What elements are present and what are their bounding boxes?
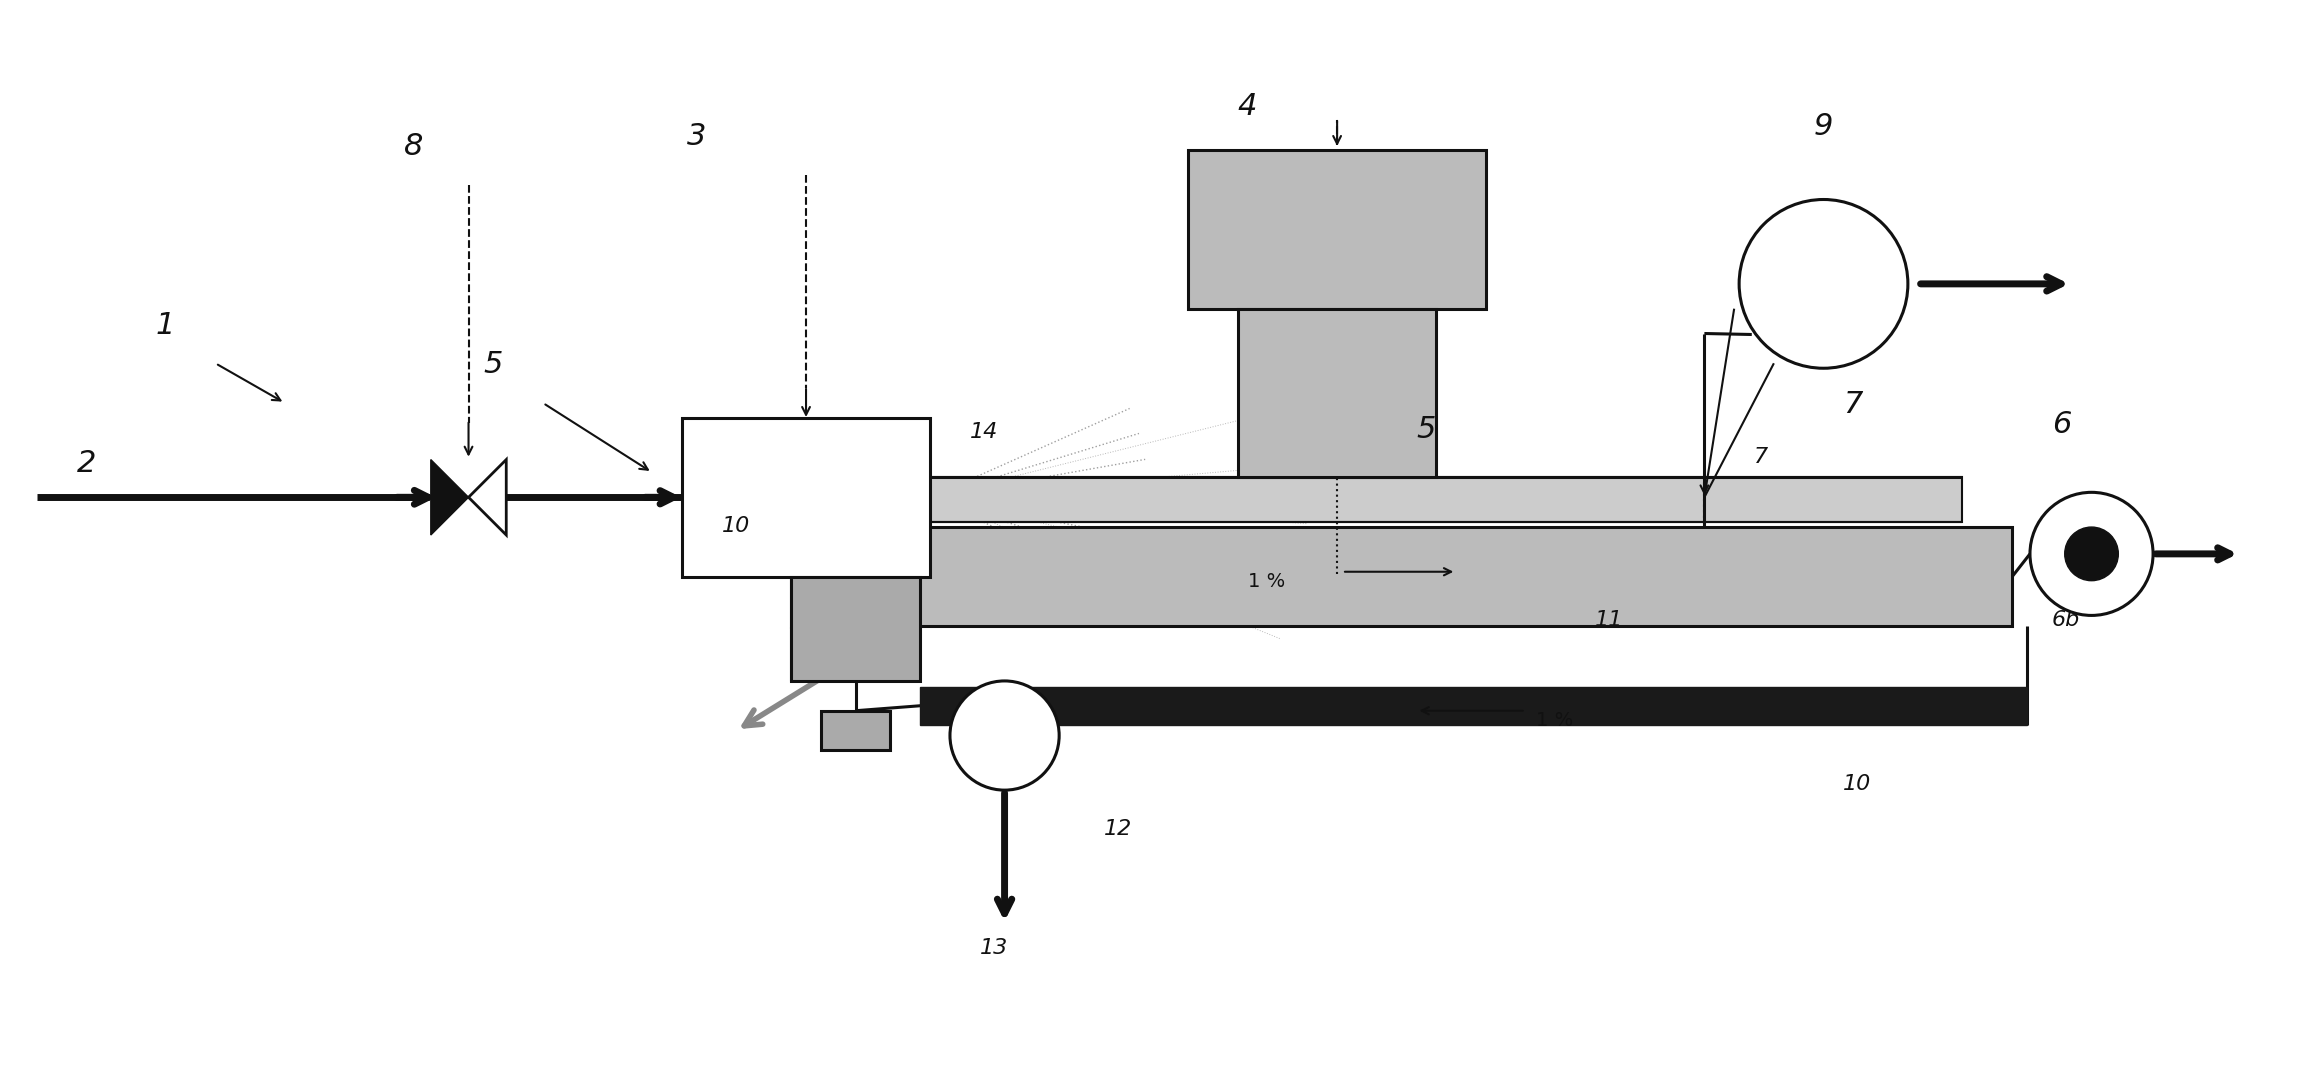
- Text: 5: 5: [482, 350, 503, 379]
- Text: 1 %: 1 %: [1537, 711, 1573, 729]
- Text: 6: 6: [2051, 410, 2072, 439]
- Bar: [921, 687, 2026, 725]
- Text: 8: 8: [404, 132, 423, 161]
- Text: 1 %: 1 %: [1247, 571, 1284, 591]
- Circle shape: [1739, 200, 1909, 368]
- Text: 13: 13: [981, 938, 1008, 958]
- Circle shape: [951, 681, 1059, 790]
- Text: 3: 3: [687, 122, 705, 151]
- Circle shape: [2031, 492, 2152, 615]
- Text: 1: 1: [156, 310, 175, 339]
- Text: 5: 5: [1417, 415, 1436, 444]
- Text: 4: 4: [1238, 92, 1256, 121]
- Bar: [790, 577, 921, 681]
- Bar: [930, 478, 1962, 522]
- Text: 6b: 6b: [2051, 610, 2081, 630]
- Text: 11: 11: [1594, 610, 1624, 630]
- Bar: [820, 711, 891, 751]
- Text: 2: 2: [76, 450, 96, 479]
- Text: 7: 7: [1844, 390, 1863, 419]
- Circle shape: [2065, 527, 2118, 581]
- Text: 14: 14: [969, 422, 999, 441]
- Text: 12: 12: [1105, 818, 1132, 839]
- Bar: [1188, 150, 1486, 308]
- Text: 9: 9: [1815, 112, 1833, 141]
- Text: 10: 10: [721, 516, 749, 536]
- Polygon shape: [432, 460, 469, 535]
- Polygon shape: [469, 460, 505, 535]
- Text: 10: 10: [1844, 774, 1872, 794]
- Bar: [1238, 308, 1436, 478]
- Bar: [682, 418, 930, 577]
- Text: 7: 7: [1755, 447, 1769, 466]
- Bar: [850, 527, 2012, 626]
